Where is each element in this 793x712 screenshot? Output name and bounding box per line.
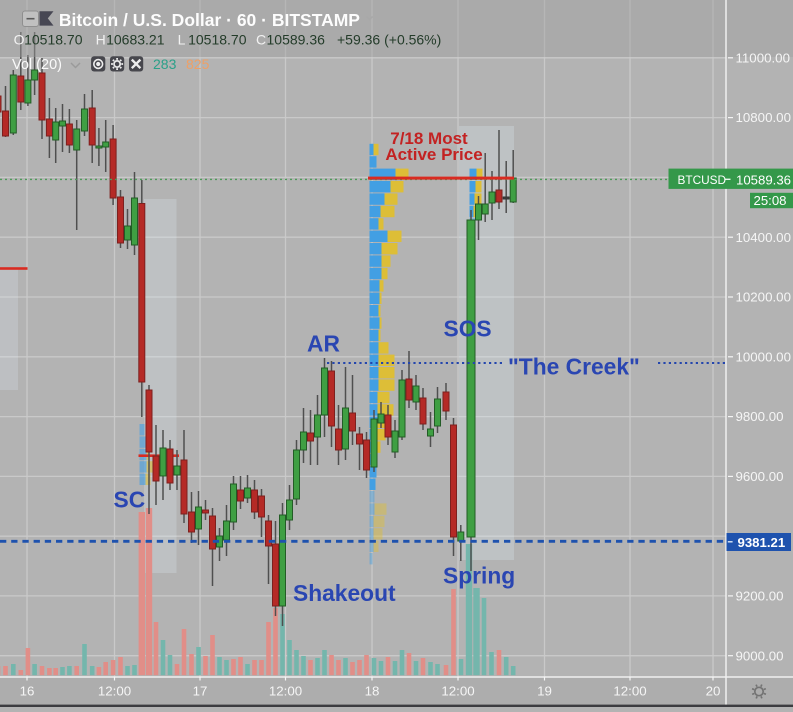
svg-text:9000.00: 9000.00 [736,648,784,663]
svg-text:20: 20 [706,684,721,699]
svg-text:Bitcoin / U.S. Dollar · 60 · B: Bitcoin / U.S. Dollar · 60 · BITSTAMP [59,10,360,30]
svg-text:25:08: 25:08 [754,193,787,208]
svg-text:9600.00: 9600.00 [736,469,784,484]
svg-text:16: 16 [20,684,35,699]
svg-text:12:00: 12:00 [613,684,646,699]
svg-text:10800.00: 10800.00 [736,110,791,125]
svg-text:9200.00: 9200.00 [736,589,784,604]
svg-text:SC: SC [114,487,146,513]
svg-text:BTCUSD: BTCUSD [678,173,727,187]
svg-text:SOS: SOS [444,316,492,342]
svg-text:283: 283 [153,56,177,72]
svg-text:10000.00: 10000.00 [736,349,791,364]
svg-text:10518.70: 10518.70 [24,32,83,48]
svg-text:10518.70: 10518.70 [188,32,247,48]
svg-text:19: 19 [537,684,552,699]
svg-text:10400.00: 10400.00 [736,230,791,245]
svg-text:10683.21: 10683.21 [106,32,165,48]
svg-text:Active Price: Active Price [385,145,482,164]
svg-text:825: 825 [186,56,210,72]
svg-text:11000.00: 11000.00 [736,50,790,65]
svg-text:AR: AR [307,331,340,357]
svg-text:+59.36 (+0.56%): +59.36 (+0.56%) [337,32,441,48]
svg-text:17: 17 [193,684,208,699]
svg-text:9800.00: 9800.00 [736,409,784,424]
svg-text:18: 18 [365,684,380,699]
svg-text:12:00: 12:00 [98,684,131,699]
svg-text:12:00: 12:00 [441,684,474,699]
svg-text:C: C [256,32,266,48]
svg-text:10589.36: 10589.36 [736,172,791,187]
svg-text:Spring: Spring [443,563,515,589]
svg-text:H: H [96,32,106,48]
svg-text:Vol (20): Vol (20) [12,57,62,73]
svg-text:12:00: 12:00 [269,684,302,699]
svg-text:10200.00: 10200.00 [736,290,791,305]
svg-text:Shakeout: Shakeout [293,580,396,606]
svg-text:"The Creek": "The Creek" [508,354,640,380]
svg-text:L: L [178,32,186,48]
svg-text:10589.36: 10589.36 [267,32,326,48]
svg-text:9381.21: 9381.21 [738,535,786,550]
svg-text:O: O [14,32,25,48]
